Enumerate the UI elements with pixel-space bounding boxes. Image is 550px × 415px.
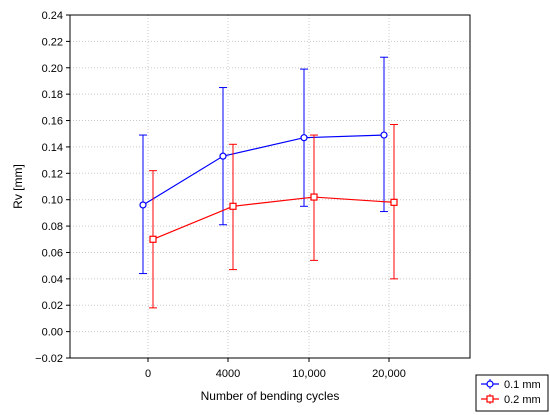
y-axis-label: Rv [mm]: [11, 164, 25, 209]
x-tick-label: 0: [145, 368, 151, 380]
grid: [70, 15, 470, 358]
series-2: [149, 123, 398, 309]
y-tick-label: 0.24: [42, 10, 63, 22]
data-point: [149, 235, 157, 243]
y-tick-label: 0.02: [42, 300, 63, 312]
legend-marker: [486, 395, 494, 403]
y-tick-label: 0.14: [42, 142, 63, 154]
data-point: [380, 131, 388, 139]
y-tick-label: 0.08: [42, 221, 63, 233]
legend: 0.1 mm 0.2 mm: [475, 374, 549, 412]
data-point: [229, 202, 237, 210]
data-point: [139, 201, 147, 209]
y-tick-label: 0.06: [42, 247, 63, 259]
y-tick-label: 0.20: [42, 63, 63, 75]
x-tick-label: 20,000: [372, 368, 406, 380]
series-1: [139, 56, 388, 275]
legend-marker: [486, 380, 494, 388]
legend-item-1: 0.1 mm: [481, 379, 541, 391]
series-line: [142, 134, 385, 206]
y-tick-label: 0.22: [42, 36, 63, 48]
data-point: [390, 198, 398, 206]
data-point: [219, 152, 227, 160]
data-point: [300, 134, 308, 142]
y-tick-label: −0.02: [35, 353, 63, 365]
series-line: [152, 196, 395, 240]
plot-area: [69, 14, 471, 359]
series-layer: [139, 56, 398, 309]
y-tick-label: 0.10: [42, 195, 63, 207]
y-axis-ticks: −0.02 0.00 0.02 0.04 0.06 0.08 0.10 0.12 0.14 0.1…: [35, 10, 70, 365]
y-tick-label: 0.16: [42, 116, 63, 128]
x-tick-label: 4000: [216, 368, 240, 380]
x-axis-ticks: 0 4000 10,000 20,000: [145, 358, 406, 380]
x-tick-label: 10,000: [292, 368, 326, 380]
legend-box: [475, 374, 549, 412]
x-axis-label: Number of bending cycles: [201, 389, 340, 403]
y-tick-label: 0.00: [42, 327, 63, 339]
data-point: [310, 193, 318, 201]
legend-label: 0.1 mm: [504, 379, 541, 391]
y-tick-label: 0.04: [42, 274, 63, 286]
y-tick-label: 0.12: [42, 168, 63, 180]
legend-label: 0.2 mm: [504, 394, 541, 406]
y-tick-label: 0.18: [42, 89, 63, 101]
legend-item-2: 0.2 mm: [481, 394, 541, 406]
